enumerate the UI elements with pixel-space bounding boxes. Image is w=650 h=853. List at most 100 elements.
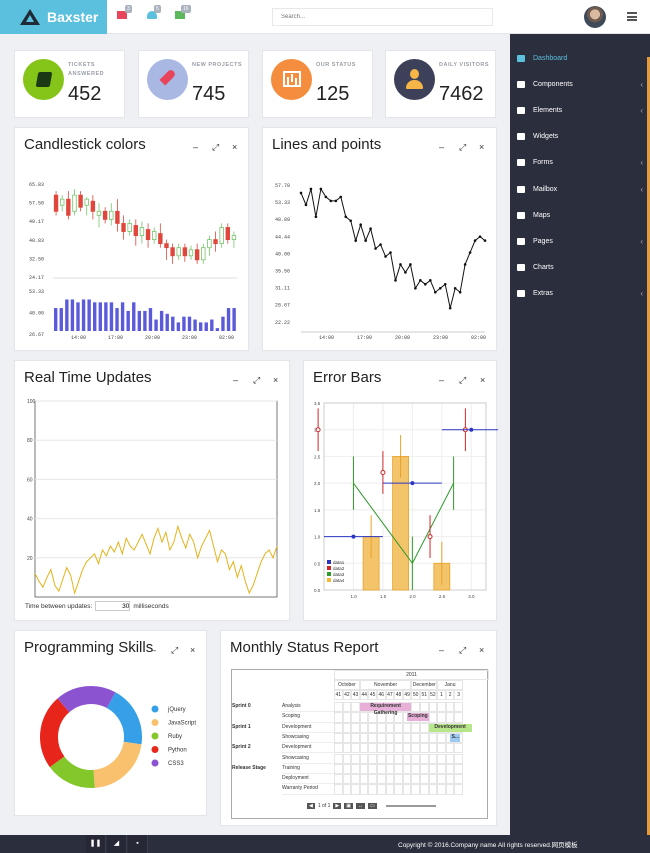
x-tick-label: 17:00 (108, 335, 123, 341)
sidebar-item-pages[interactable]: Pages ‹ (510, 228, 650, 254)
gantt-cell (428, 712, 438, 723)
minimize-icon[interactable]: – (439, 645, 445, 655)
y-tick-label: 2.5 (314, 454, 321, 459)
gantt-cell (351, 732, 360, 744)
hamburger-menu-icon[interactable] (627, 12, 637, 21)
pause-icon[interactable]: ❚❚ (86, 835, 106, 853)
search-input[interactable] (272, 8, 493, 26)
sidebar-item-maps[interactable]: Maps (510, 202, 650, 228)
logo[interactable]: Baxster (0, 0, 107, 34)
sidebar-item-elements[interactable]: Elements ‹ (510, 97, 650, 123)
gantt-cell (420, 763, 429, 775)
gantt-bar: S... (450, 733, 461, 742)
expand-icon[interactable]: ⤢ (459, 645, 467, 655)
gantt-cell (342, 774, 352, 785)
donut-slice (40, 698, 70, 768)
close-icon[interactable]: × (479, 142, 485, 152)
gantt-cell (411, 702, 420, 713)
gantt-cell (394, 774, 403, 785)
pager-button-icon[interactable]: ▭ (367, 803, 377, 809)
close-icon[interactable]: × (232, 142, 238, 152)
expand-icon[interactable]: ⤢ (459, 375, 467, 385)
pager-button-icon[interactable]: ▶ (333, 803, 342, 809)
expand-icon[interactable]: ⤢ (212, 142, 220, 152)
sidebar-item-dashboard[interactable]: Dashboard (510, 45, 650, 71)
pager-button-icon[interactable]: ▣ (344, 803, 353, 809)
bar-chart-icon (271, 59, 312, 100)
candle-body (53, 194, 59, 212)
close-icon[interactable]: × (479, 645, 485, 655)
minimize-icon[interactable]: – (233, 375, 239, 385)
gantt-cell (420, 774, 429, 785)
close-icon[interactable]: × (273, 375, 279, 385)
volume-bar (165, 313, 169, 331)
candle-body (219, 227, 224, 245)
panel-title: Candlestick colors (24, 136, 146, 153)
gantt-cell (428, 774, 438, 785)
sidebar-item-label: Dashboard (533, 54, 568, 62)
gantt-cell (420, 702, 429, 713)
panel-title: Real Time Updates (24, 369, 152, 386)
avatar[interactable] (584, 6, 606, 28)
footer: ❚❚ ◢ ▪ Copyright © 2016.Company name All… (0, 835, 650, 853)
sidebar-item-widgets[interactable]: Widgets (510, 124, 650, 150)
data1-point (351, 534, 356, 539)
data-point (399, 263, 402, 266)
volume-bar (226, 308, 231, 331)
data-point (329, 199, 333, 203)
file-icon[interactable]: ▪ (128, 835, 148, 853)
minimize-icon[interactable]: – (151, 645, 157, 655)
sidebar-item-label: Pages (533, 237, 553, 245)
gantt-cell (385, 784, 395, 795)
candle-body (78, 194, 83, 208)
bell-icon[interactable] (147, 11, 157, 19)
expand-icon[interactable]: ⤢ (171, 645, 179, 655)
gantt-cell (437, 702, 446, 713)
gantt-cell (377, 753, 386, 764)
expand-icon[interactable]: ⤢ (459, 142, 467, 152)
gantt-cell (394, 712, 403, 723)
errorbar-chart: 3.53.02.52.01.51.00.50.01.01.52.02.53.0d… (314, 401, 498, 599)
pager-label: 1 of 1 (317, 803, 331, 809)
gantt-cell (402, 743, 412, 754)
zoom-slider[interactable] (385, 805, 436, 807)
legend-dot (151, 759, 159, 767)
close-icon[interactable]: × (190, 645, 196, 655)
y-tick-label: 1.0 (314, 535, 321, 540)
sidebar-item-forms[interactable]: Forms ‹ (510, 150, 650, 176)
donut-slice (92, 741, 142, 788)
tasks-icon[interactable] (175, 11, 185, 19)
gantt-cell (428, 743, 438, 754)
gantt-task-label: Showcasing (282, 733, 334, 744)
sidebar-item-mailbox[interactable]: Mailbox ‹ (510, 176, 650, 202)
close-icon[interactable]: × (480, 375, 486, 385)
minimize-icon[interactable]: – (193, 142, 199, 152)
chevron-left-icon: ‹ (640, 236, 643, 246)
gantt-pager: ◀ 1 of 1 ▶ ▣ ↔ ▭ (307, 803, 436, 809)
gantt-task-label: Training (282, 764, 334, 775)
sidebar-item-components[interactable]: Components ‹ (510, 71, 650, 97)
stat-projects: NEW PROJECTS 745 (138, 50, 249, 118)
gantt-cell (428, 784, 438, 795)
stat-visitors: DAILY VISITORS 7462 (385, 50, 496, 118)
chevron-left-icon: ‹ (640, 289, 643, 299)
data-point (324, 195, 328, 199)
sidebar-item-label: Mailbox (533, 185, 558, 193)
gantt-cell (394, 753, 403, 764)
interval-input[interactable] (95, 601, 131, 611)
gantt-week: 42 (342, 690, 352, 700)
gantt-cell (342, 743, 352, 754)
pager-button-icon[interactable]: ↔ (355, 803, 365, 809)
sidebar-item-extras[interactable]: Extras ‹ (510, 281, 650, 307)
mail-icon[interactable] (117, 11, 127, 19)
volume-bar (120, 302, 125, 331)
minimize-icon[interactable]: – (439, 142, 445, 152)
expand-icon[interactable]: ⤢ (253, 375, 261, 385)
gantt-cell (454, 702, 463, 713)
minimize-icon[interactable]: – (439, 375, 445, 385)
gantt-cell (420, 722, 429, 733)
y-tick-label: 80 (27, 438, 33, 444)
pager-button-icon[interactable]: ◀ (307, 803, 315, 809)
sidebar-item-charts[interactable]: Charts (510, 255, 650, 281)
signal-icon[interactable]: ◢ (107, 835, 127, 853)
